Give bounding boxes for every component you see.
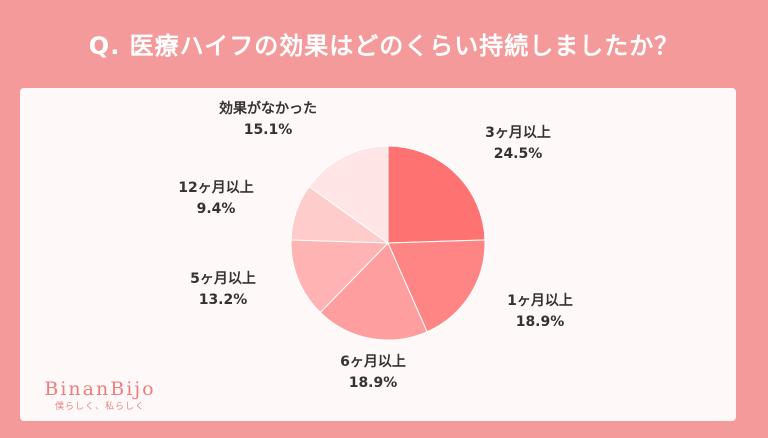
- slice-label: 1ヶ月以上: [507, 293, 573, 309]
- brand-logo: BinanBijo 僕らしく、私らしく: [34, 378, 166, 414]
- page-title: Q. 医療ハイフの効果はどのくらい持続しましたか？: [88, 32, 680, 60]
- brand-logo-tagline: 僕らしく、私らしく: [54, 402, 145, 412]
- slice-value-label: 24.5%: [494, 146, 543, 162]
- slice-value-label: 18.9%: [349, 375, 398, 391]
- slice-value-label: 13.2%: [199, 292, 248, 308]
- pie-slice: [319, 242, 428, 341]
- slice-label: 6ヶ月以上: [340, 354, 406, 370]
- slice-value-label: 9.4%: [197, 201, 236, 217]
- slice-value-label: 18.9%: [516, 314, 565, 330]
- slice-label: 12ヶ月以上: [178, 180, 253, 196]
- slice-label: 3ヶ月以上: [485, 125, 551, 141]
- brand-logo-name: BinanBijo: [44, 378, 156, 400]
- pie-slice: [387, 239, 486, 333]
- pie-slice: [387, 145, 486, 244]
- pie-slice: [290, 239, 390, 314]
- pie-labels: 3ヶ月以上 24.5% 1ヶ月以上 18.9% 6ヶ月以上 18.9% 5ヶ月以上 13.2%…: [178, 100, 573, 391]
- slice-value-label: 15.1%: [244, 122, 293, 138]
- slice-label: 効果がなかった: [219, 100, 317, 117]
- pie-slice: [308, 145, 389, 244]
- slice-label: 5ヶ月以上: [190, 271, 256, 287]
- pie-slices: [290, 145, 486, 341]
